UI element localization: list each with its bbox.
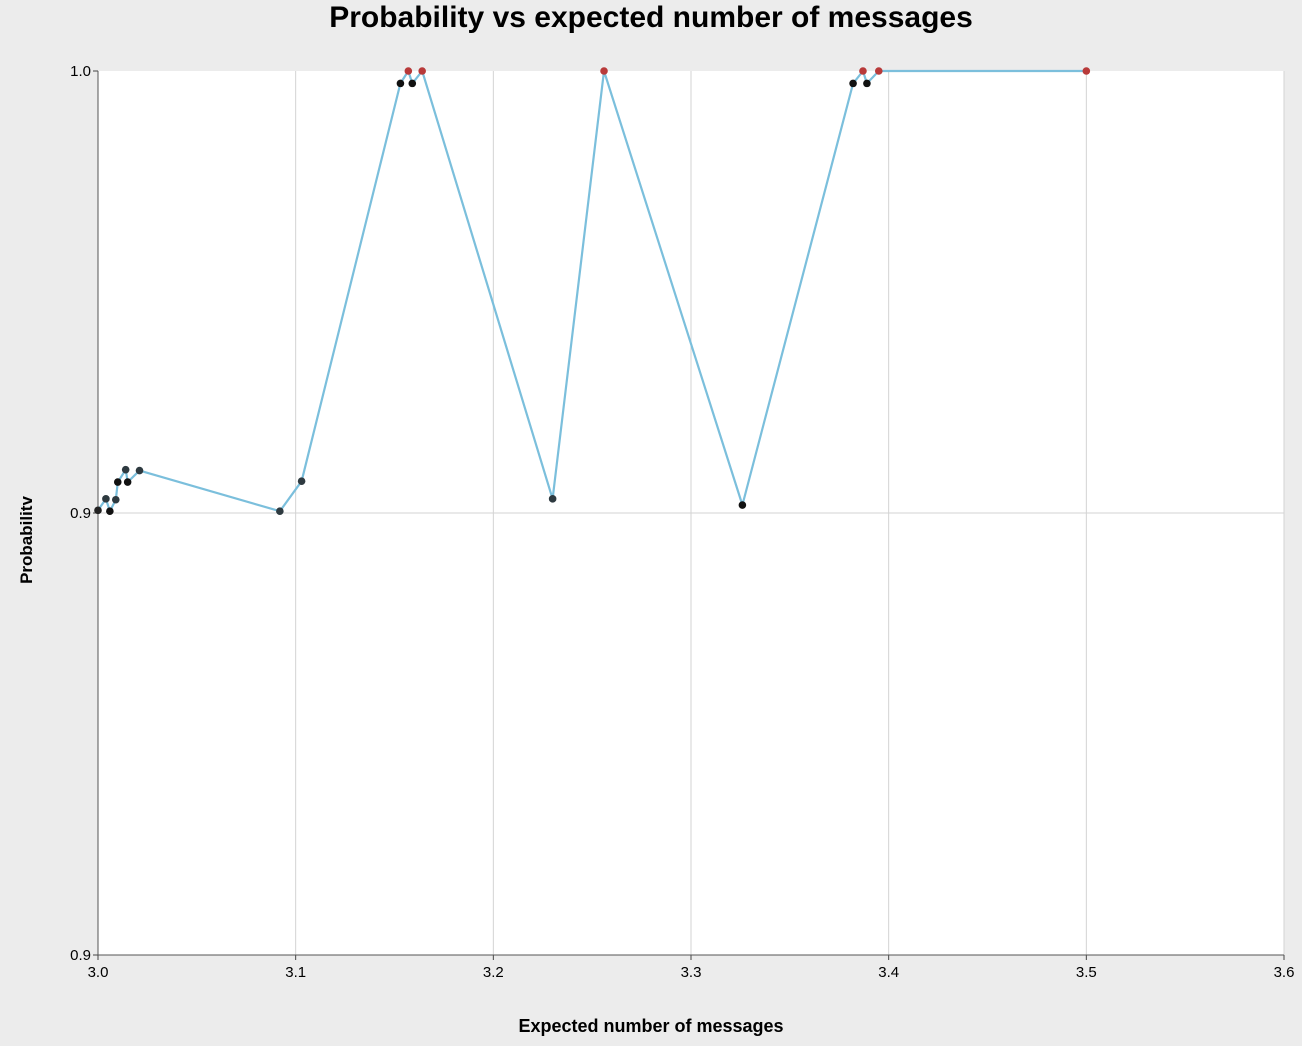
x-axis-label: Expected number of messages: [518, 1016, 784, 1036]
data-point: [859, 67, 867, 75]
data-point: [102, 495, 110, 503]
data-point: [106, 507, 114, 516]
series-line: [97, 69, 1087, 513]
data-point: [276, 507, 284, 516]
data-point: [874, 67, 883, 75]
x-tick-label: 3.0: [88, 964, 109, 981]
data-point: [297, 477, 306, 485]
data-point: [408, 79, 417, 88]
data-point: [111, 495, 120, 504]
chart-title: Probability vs expected number of messag…: [329, 1, 973, 34]
data-point: [1082, 67, 1091, 75]
data-point: [600, 67, 608, 75]
x-tick-label: 3.4: [878, 964, 899, 981]
data-point: [113, 478, 122, 486]
data-point: [548, 495, 557, 503]
y-axis-label: Probabilitv: [17, 496, 36, 584]
y-tick-label: 1.0: [70, 63, 91, 80]
y-tick-label: 0.9: [70, 947, 91, 964]
data-point: [418, 67, 426, 75]
data-point: [863, 79, 871, 88]
data-point: [849, 79, 857, 88]
data-point: [135, 466, 144, 475]
x-tick-label: 3.6: [1274, 964, 1295, 981]
data-point: [738, 501, 747, 509]
data-point: [396, 79, 405, 88]
data-point: [121, 465, 130, 474]
data-point: [123, 478, 132, 486]
data-point: [94, 506, 102, 515]
x-tick-label: 3.3: [681, 964, 702, 981]
y-tick-label: 0.9: [70, 505, 91, 522]
x-tick-label: 3.5: [1076, 964, 1097, 981]
x-tick-label: 3.1: [285, 964, 306, 981]
x-tick-label: 3.2: [483, 964, 504, 981]
data-point: [404, 67, 413, 75]
